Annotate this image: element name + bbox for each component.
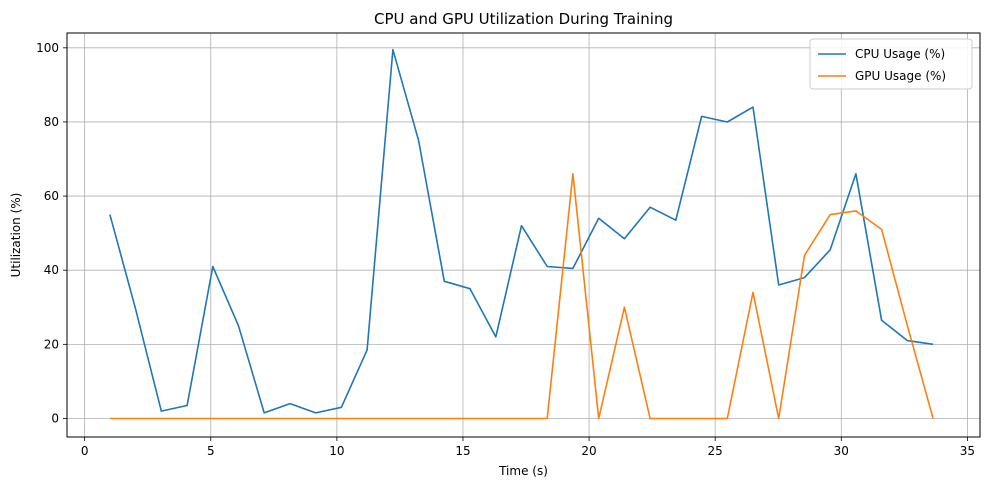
gpu-usage-line <box>109 173 934 420</box>
y-tick-label: 100 <box>36 41 59 55</box>
x-tick-label: 15 <box>455 444 470 458</box>
y-tick-label: 0 <box>51 411 59 425</box>
axes-frame <box>66 32 981 438</box>
plot-lines <box>109 48 934 420</box>
chart-title: CPU and GPU Utilization During Training <box>374 10 673 28</box>
y-tick-label: 60 <box>44 189 59 203</box>
y-axis-label: Utilization (%) <box>9 193 23 278</box>
y-tick-label: 40 <box>44 263 59 277</box>
x-tick-label: 10 <box>329 444 344 458</box>
x-axis-ticks: 0 5 10 15 20 25 30 35 <box>81 437 975 458</box>
legend-cpu-label: CPU Usage (%) <box>855 47 945 61</box>
x-tick-label: 35 <box>960 444 975 458</box>
x-tick-label: 30 <box>834 444 849 458</box>
cpu-usage-line <box>109 48 934 414</box>
legend: CPU Usage (%) GPU Usage (%) <box>809 38 973 90</box>
x-tick-label: 0 <box>81 444 89 458</box>
x-tick-label: 5 <box>207 444 215 458</box>
y-tick-label: 20 <box>44 337 59 351</box>
y-axis-ticks: 0 20 40 60 80 100 <box>36 41 67 425</box>
legend-box <box>809 38 973 90</box>
y-tick-label: 80 <box>44 115 59 129</box>
x-tick-label: 20 <box>581 444 596 458</box>
x-tick-label: 25 <box>708 444 723 458</box>
legend-gpu-label: GPU Usage (%) <box>855 69 946 83</box>
x-axis-label: Time (s) <box>498 464 548 478</box>
